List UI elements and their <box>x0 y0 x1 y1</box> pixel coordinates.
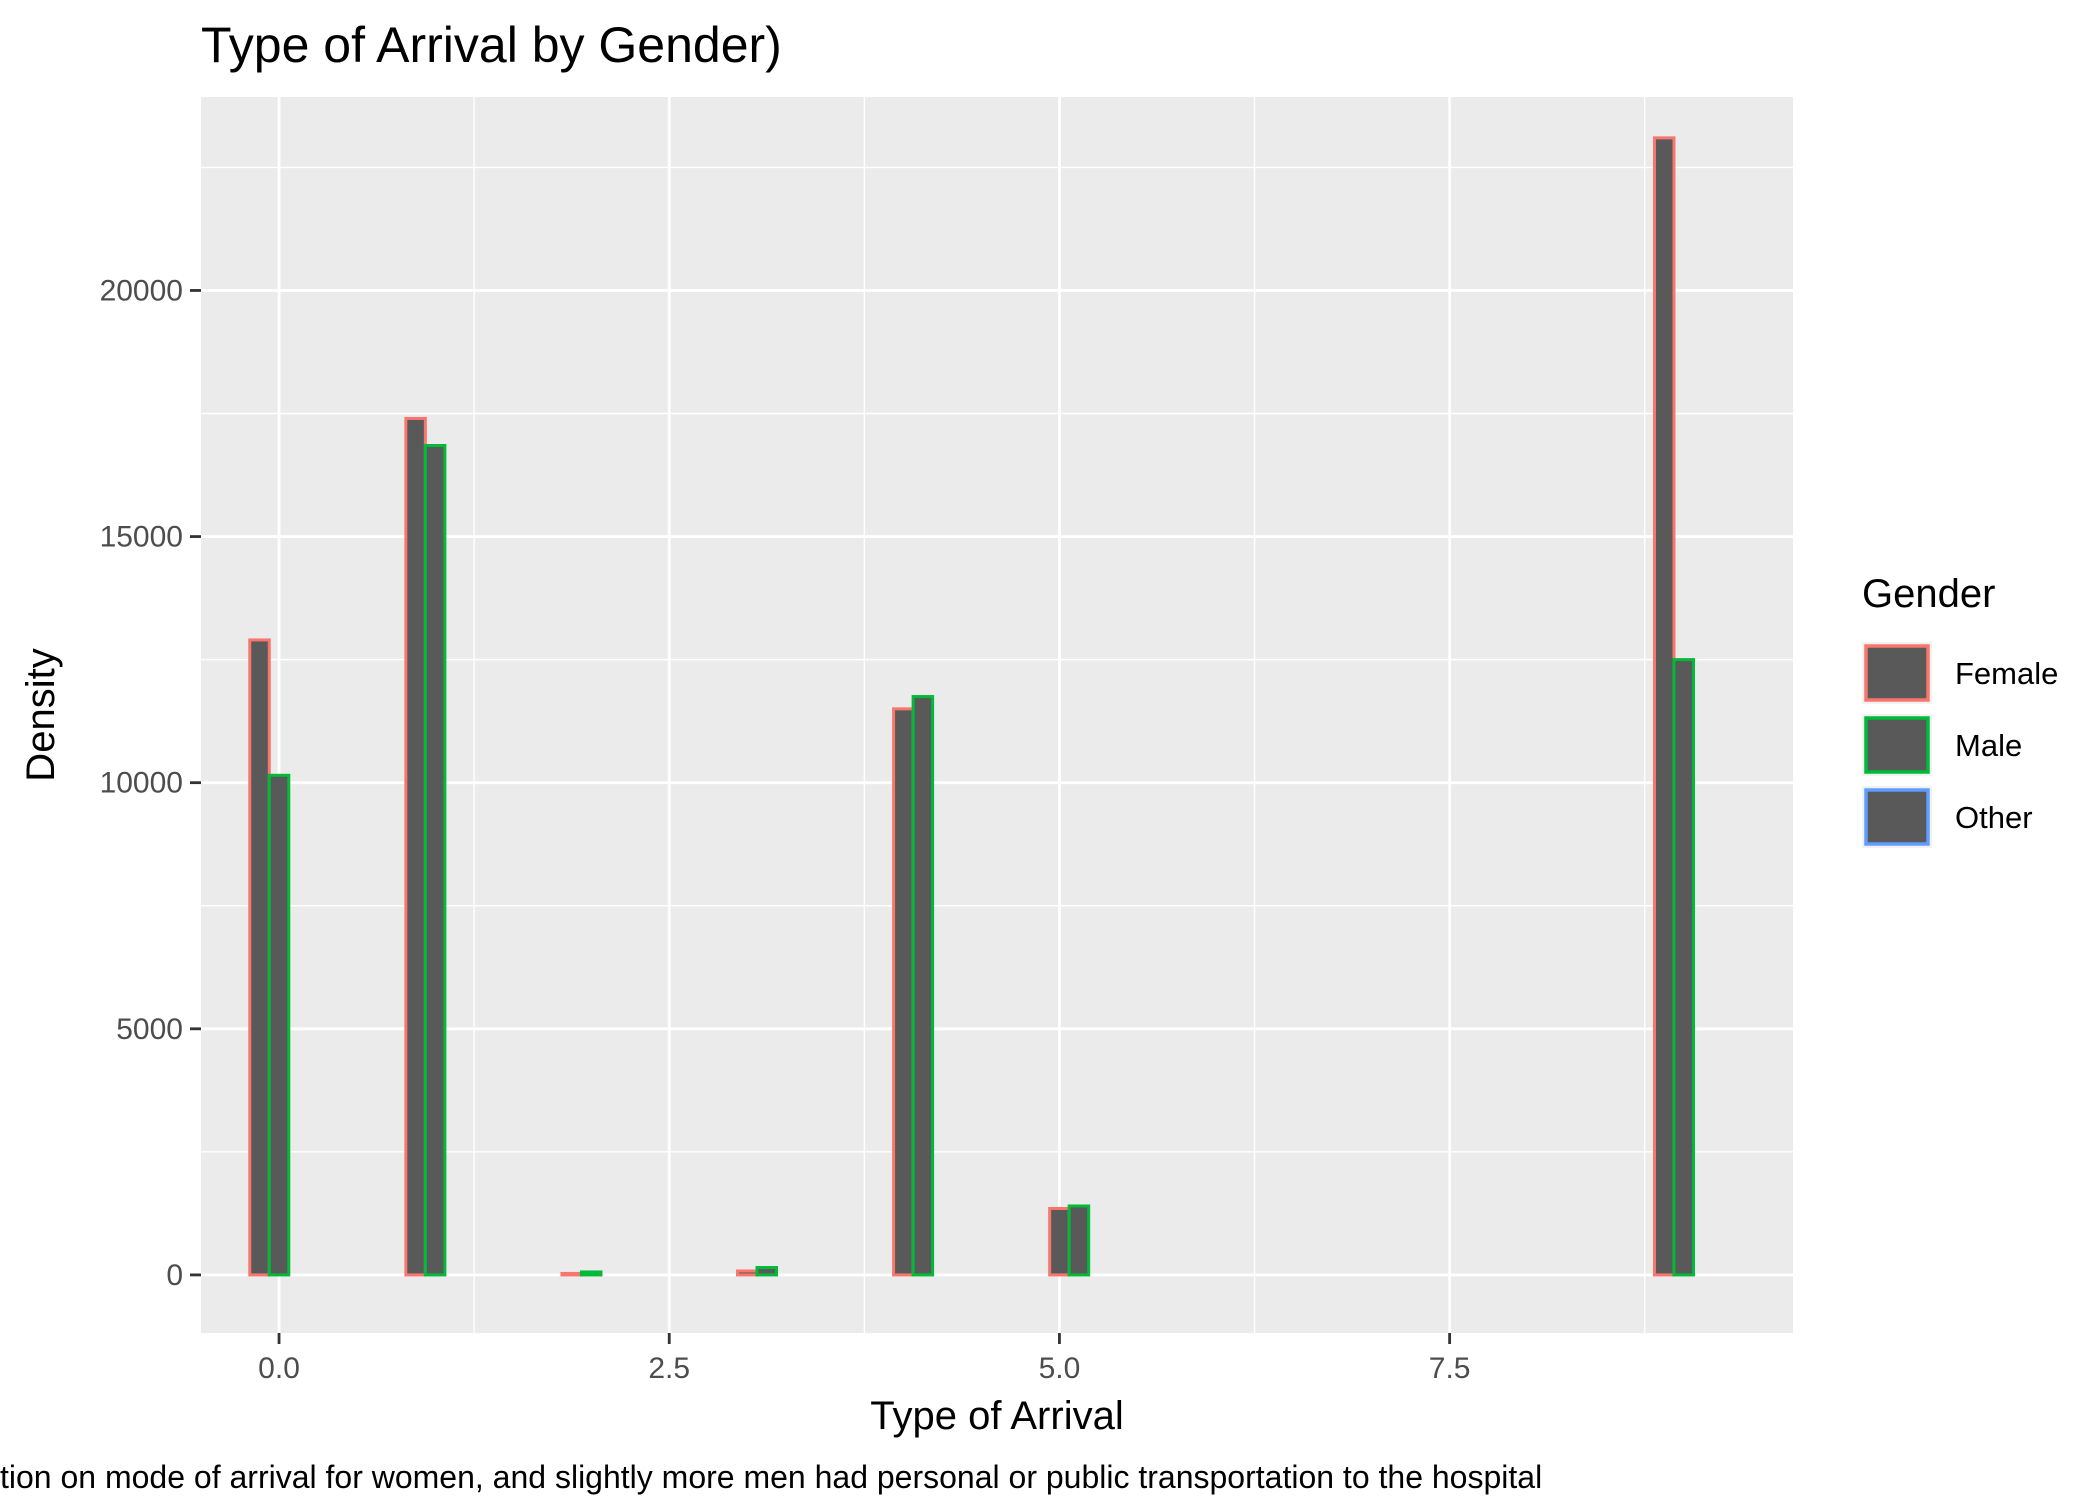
bar-female <box>248 638 271 1277</box>
bar-male <box>267 773 291 1277</box>
bar-male <box>1067 1204 1091 1277</box>
bar-female <box>1652 136 1676 1277</box>
legend-item-female: Female <box>1862 642 2058 704</box>
x-axis: 0.0 2.5 5.0 7.5 <box>258 1333 1470 1385</box>
legend-item-other: Other <box>1862 786 2033 848</box>
legend: Gender Female Male Other <box>1862 572 2058 848</box>
legend-title: Gender <box>1862 572 1995 616</box>
y-axis-title: Density <box>19 648 63 781</box>
bar-male <box>423 444 447 1277</box>
legend-label: Male <box>1955 728 2022 763</box>
x-tick-label: 7.5 <box>1429 1352 1471 1385</box>
legend-swatch <box>1864 644 1930 702</box>
chart-title: Type of Arrival by Gender) <box>201 17 782 73</box>
series-female <box>248 136 1676 1277</box>
bar-male <box>911 695 935 1277</box>
bar-female <box>560 1271 583 1277</box>
x-tick-label: 0.0 <box>258 1352 300 1385</box>
y-axis: 0 5000 10000 15000 20000 <box>100 274 201 1292</box>
series-male <box>267 444 1696 1277</box>
bar-male <box>1672 658 1696 1277</box>
y-tick-label: 5000 <box>116 1013 183 1046</box>
bar-male <box>755 1266 779 1277</box>
legend-swatch <box>1864 716 1930 774</box>
bar-male <box>579 1270 603 1277</box>
bar-female <box>404 416 427 1277</box>
y-tick-label: 20000 <box>100 274 183 307</box>
legend-item-male: Male <box>1862 714 2022 776</box>
bars <box>248 136 1696 1277</box>
legend-label: Female <box>1955 656 2058 691</box>
y-tick-label: 15000 <box>100 521 183 554</box>
x-axis-title: Type of Arrival <box>870 1394 1123 1438</box>
y-tick-label: 0 <box>166 1259 183 1292</box>
bar-female <box>736 1269 759 1277</box>
bar-female <box>892 707 915 1277</box>
x-tick-label: 5.0 <box>1039 1352 1081 1385</box>
grid-minor <box>201 97 1793 1333</box>
legend-swatch <box>1864 788 1930 846</box>
x-tick-label: 2.5 <box>648 1352 690 1385</box>
caption: tion on mode of arrival for women, and s… <box>0 1459 1542 1495</box>
plot-panel <box>201 97 1793 1333</box>
legend-label: Other <box>1955 800 2033 835</box>
y-tick-label: 10000 <box>100 767 183 800</box>
bar-female <box>1048 1206 1071 1277</box>
